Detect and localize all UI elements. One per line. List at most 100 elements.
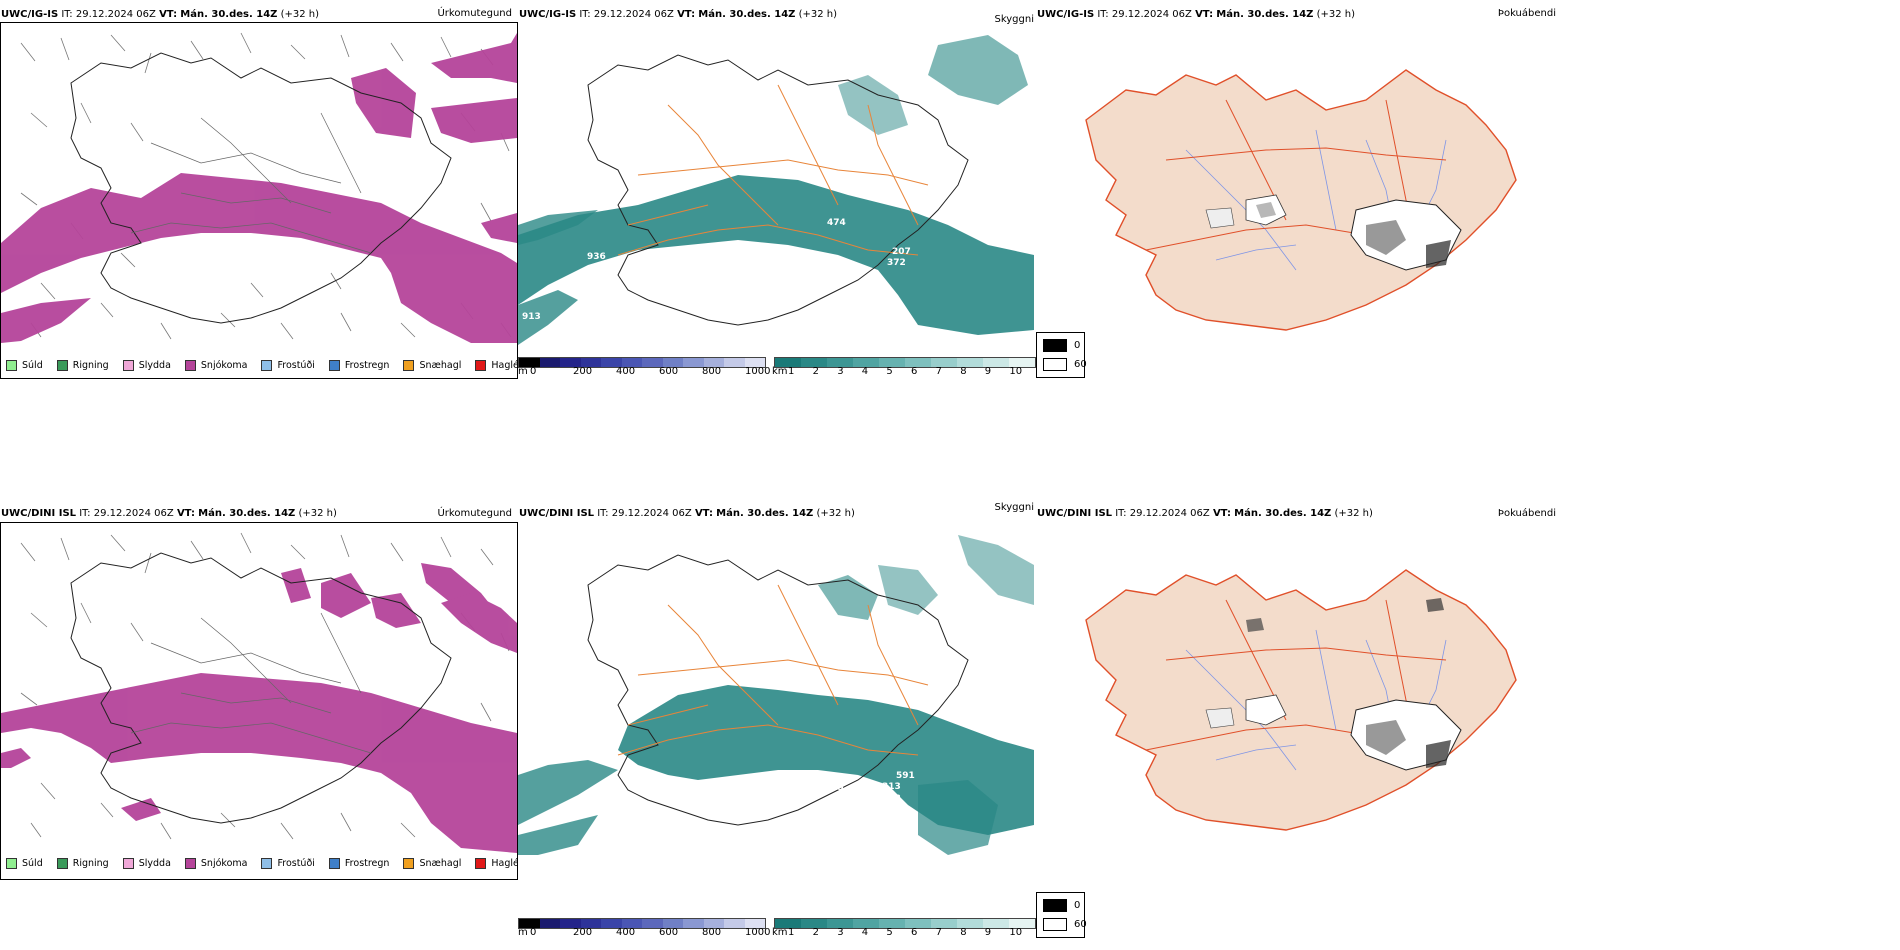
coast-outline [70, 552, 452, 824]
scale-tick: 200 [573, 927, 593, 938]
precip-legend-item: Frostúði [261, 360, 315, 371]
scale-step [560, 358, 581, 367]
legend-label: Haglél [491, 858, 518, 869]
precip-legend-item: Súld [6, 858, 43, 869]
legend-label: Snjókoma [200, 858, 248, 869]
legend-black-value: 0 [1074, 340, 1081, 351]
height-unit: m [518, 366, 528, 377]
fog-panel-bottom: UWC/DINI ISL IT: 29.12.2024 06Z VT: Mán.… [1036, 480, 1564, 950]
visibility-scale [774, 918, 1036, 929]
legend-swatch [261, 858, 273, 869]
legend-label: Snæhagl [419, 360, 462, 371]
legend-white-value: 60 [1074, 919, 1087, 930]
fog-map [1085, 569, 1517, 831]
visibility-shading [518, 35, 1034, 345]
visibility-label: 601 [866, 783, 885, 793]
scale-step [580, 919, 601, 928]
scale-step [957, 919, 983, 928]
map-frame [0, 522, 518, 880]
scale-tick: 4 [861, 366, 869, 377]
scale-step [983, 358, 1009, 367]
precip-legend-item: Snjókoma [184, 858, 248, 869]
fog-shading [1205, 598, 1462, 771]
scale-tick: 600 [659, 927, 679, 938]
legend-white-swatch [1043, 358, 1067, 371]
scale-step [1009, 919, 1035, 928]
scale-tick: 1 [788, 927, 795, 938]
legend-swatch [328, 360, 340, 371]
scale-step [683, 358, 704, 367]
panel-header: UWC/DINI ISL IT: 29.12.2024 06Z VT: Mán.… [1037, 508, 1373, 519]
scale-tick: 6 [911, 366, 918, 377]
precip-legend-item: Rigning [56, 858, 109, 869]
fog-map [1085, 69, 1517, 331]
scale-tick: 0 [530, 366, 537, 377]
scale-step [519, 919, 540, 928]
scale-step [801, 358, 827, 367]
visibility-label: 313 [882, 782, 901, 792]
legend-swatch [261, 360, 273, 371]
scale-tick: 1 [788, 366, 795, 377]
visibility-label: 936 [587, 252, 606, 262]
scale-step [601, 358, 622, 367]
roads [617, 584, 929, 756]
panel-header: UWC/IG-IS IT: 29.12.2024 06Z VT: Mán. 30… [1, 9, 320, 20]
scale-step [879, 358, 905, 367]
panel-title: Skyggni [994, 14, 1034, 25]
precip-legend: Súld Rigning Slydda Snjókoma Frostúði Frostre… [6, 858, 518, 869]
legend-label: Slydda [138, 858, 171, 869]
scale-step [905, 358, 931, 367]
scale-step [580, 358, 601, 367]
scale-step [879, 919, 905, 928]
roads [1145, 599, 1447, 751]
scale-tick: 8 [960, 366, 967, 377]
visibility-label: 474 [827, 218, 846, 228]
scale-step [931, 919, 957, 928]
visibility-label: 372 [887, 258, 906, 268]
precip-legend-item: Slydda [122, 360, 171, 371]
visibility-shading [518, 535, 1034, 855]
map-frame [0, 22, 518, 379]
scale-step [983, 919, 1009, 928]
scale-tick: 5 [886, 366, 893, 377]
precip-legend-item: Frostregn [328, 360, 389, 371]
panel-header: UWC/IG-IS IT: 29.12.2024 06Z VT: Mán. 30… [1037, 9, 1356, 20]
scale-tick: 10 [1009, 366, 1023, 377]
scale-step [905, 919, 931, 928]
scale-step [744, 358, 765, 367]
fog-legend: 0 60 [1036, 332, 1087, 378]
legend-black-swatch [1043, 899, 1067, 912]
scale-tick: 4 [861, 927, 869, 938]
legend-black-value: 0 [1074, 900, 1081, 911]
scale-step [683, 919, 704, 928]
panel-header: UWC/IG-IS IT: 29.12.2024 06Z VT: Mán. 30… [519, 9, 838, 20]
scale-tick: 9 [984, 927, 992, 938]
scale-step [621, 919, 642, 928]
roads [617, 84, 929, 256]
scale-step [601, 919, 622, 928]
legend-label: Frostúði [277, 858, 315, 869]
scale-tick: 5 [886, 927, 893, 938]
scale-step [744, 919, 765, 928]
panel-title: Skyggni [994, 502, 1034, 513]
snow-areas [1, 33, 517, 343]
visibility-label: 913 [522, 312, 541, 322]
scale-tick: 800 [702, 927, 722, 938]
scale-tick: 8 [960, 927, 967, 938]
scale-step [560, 919, 581, 928]
legend-swatch [403, 360, 415, 371]
roads [130, 112, 372, 254]
scale-step [801, 919, 827, 928]
scale-step [827, 358, 853, 367]
legend-label: Súld [22, 360, 43, 371]
panel-title: Þokuábendi [1497, 8, 1556, 19]
visibility-panel-top: UWC/IG-IS IT: 29.12.2024 06Z VT: Mán. 30… [518, 0, 1036, 380]
legend-swatch [56, 858, 68, 869]
scale-tick: 400 [616, 927, 636, 938]
scale-step [539, 919, 560, 928]
land [1085, 569, 1517, 831]
legend-label: Snæhagl [419, 858, 462, 869]
scale-step [539, 358, 560, 367]
scale-step [621, 358, 642, 367]
precip-map [1, 532, 517, 853]
